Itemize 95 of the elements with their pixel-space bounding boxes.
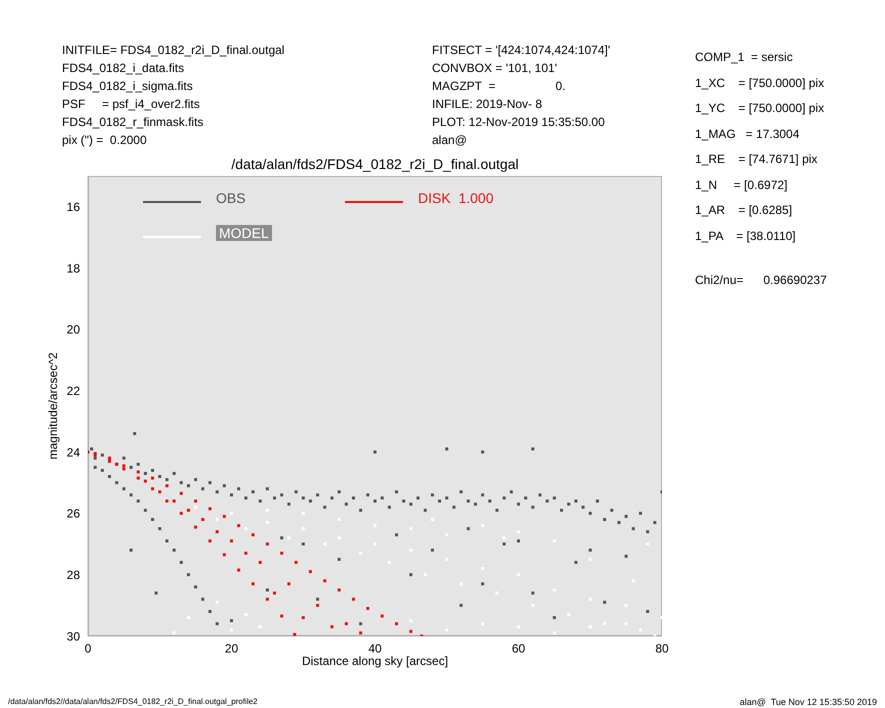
y-axis-title: magnitude/arcsec^2 <box>46 352 60 460</box>
text: COMP_1 = sersic <box>695 50 793 64</box>
point <box>252 582 255 586</box>
point <box>165 500 168 503</box>
text: 1_XC = [750.0000] pix <box>695 76 824 90</box>
point <box>273 592 276 595</box>
text: alan@ <box>432 133 467 147</box>
y-tick-label: 24 <box>66 445 80 460</box>
point <box>136 476 140 480</box>
point <box>208 539 212 542</box>
text: FDS4_0182_i_data.fits <box>62 61 184 75</box>
point <box>222 514 226 518</box>
point <box>194 526 198 529</box>
point <box>230 539 233 542</box>
text: FDS4_0182_r_finmask.fits <box>62 115 204 129</box>
point <box>136 470 140 474</box>
text: PSF = psf_i4_over2.fits <box>62 97 200 111</box>
point <box>552 631 556 634</box>
point <box>122 467 126 470</box>
y-tick-label: 22 <box>66 384 80 398</box>
text: INITFILE= FDS4_0182_r2i_D_final.outgal <box>62 43 284 57</box>
x-tick-label: 40 <box>368 642 382 656</box>
point <box>180 492 183 495</box>
text: 1_YC = [750.0000] pix <box>695 101 824 115</box>
point <box>122 464 126 468</box>
point <box>359 631 362 634</box>
point <box>158 490 162 494</box>
point <box>151 476 154 480</box>
y-tick-label: 20 <box>66 322 80 337</box>
text: 1_AR = [0.6285] <box>695 203 792 217</box>
point <box>172 500 176 503</box>
point <box>366 606 370 610</box>
point <box>266 542 269 546</box>
point <box>293 632 296 636</box>
point <box>308 570 312 574</box>
point <box>244 552 248 555</box>
point <box>216 530 219 534</box>
point <box>280 614 284 618</box>
point <box>323 579 326 582</box>
point <box>258 560 262 564</box>
text: CONVBOX = '101, 101' <box>432 61 557 75</box>
y-tick-label: 18 <box>66 261 80 276</box>
point <box>165 484 168 488</box>
point <box>222 553 226 556</box>
x-tick-label: 60 <box>512 642 526 656</box>
point <box>280 552 284 555</box>
text: 1_RE = [74.7671] pix <box>695 152 818 166</box>
point <box>344 622 348 626</box>
point <box>252 533 255 536</box>
y-tick-label: 28 <box>66 568 80 582</box>
text: /data/alan/fds2//data/alan/fds2/FDS4_0182_r2i_D_final.outgal_profile2 <box>8 697 258 706</box>
text: FDS4_0182_i_sigma.fits <box>62 79 193 93</box>
y-tick-label: 26 <box>66 506 80 521</box>
x-tick-label: 20 <box>224 642 238 656</box>
point <box>144 480 147 483</box>
point <box>287 582 290 586</box>
text: INFILE: 2019-Nov- 8 <box>432 97 542 111</box>
text: 1_N = [0.6972] <box>695 178 788 192</box>
point <box>294 560 298 564</box>
text: PLOT: 12-Nov-2019 15:35:50.00 <box>432 115 605 129</box>
text: alan@ Tue Nov 12 15:35:50 2019 <box>740 697 877 707</box>
point <box>338 588 341 592</box>
point <box>395 622 398 626</box>
point <box>352 598 355 601</box>
text: FITSECT = '[424:1074,424:1074]' <box>432 43 610 57</box>
x-axis-title: Distance along sky [arcsec] <box>300 654 450 668</box>
chart-title: /data/alan/fds2/FDS4_0182_r2i_D_final.outgal <box>230 156 520 172</box>
text: 1_PA = [38.0110] <box>695 228 796 242</box>
point <box>194 500 198 503</box>
point <box>151 487 154 490</box>
point <box>180 512 183 515</box>
point <box>186 508 190 512</box>
point <box>380 614 384 618</box>
text: 1_MAG = 17.3004 <box>695 126 800 140</box>
x-tick-label: 80 <box>655 642 669 656</box>
point <box>316 604 320 607</box>
text: pix (") = 0.2000 <box>62 133 147 147</box>
x-tick-label: 0 <box>84 642 92 656</box>
legend-label: OBS <box>216 190 246 206</box>
legend-label: MODEL <box>216 225 272 241</box>
text: Chi2/nu= 0.96690237 <box>695 273 827 287</box>
point <box>266 598 269 601</box>
legend-label: DISK 1.000 <box>418 190 494 206</box>
point <box>237 524 240 528</box>
point <box>302 616 305 620</box>
y-tick-label: 16 <box>66 200 80 214</box>
point <box>108 456 112 460</box>
point <box>201 518 204 521</box>
y-tick-label: 30 <box>66 629 80 644</box>
point <box>172 631 176 634</box>
point <box>208 507 212 510</box>
point <box>330 625 334 628</box>
point <box>409 630 412 633</box>
point <box>237 568 240 572</box>
text: MAGZPT = 0. <box>432 79 566 93</box>
